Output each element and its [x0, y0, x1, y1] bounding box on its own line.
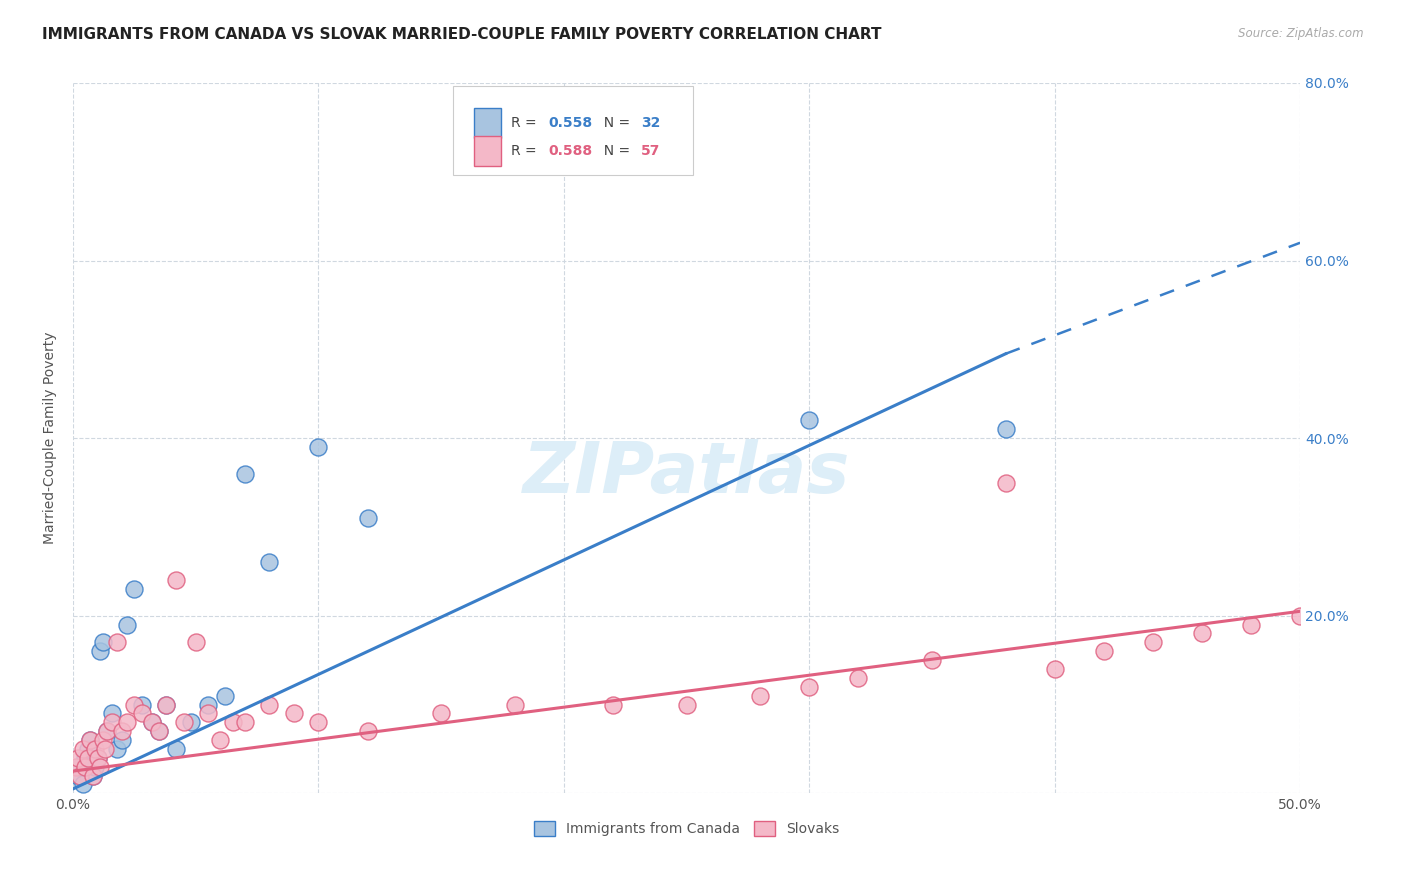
Point: [66, 751, 89, 765]
Point: [76, 742, 98, 756]
Point: [105, 742, 128, 756]
Point: [214, 689, 236, 703]
Point: [131, 698, 153, 712]
Point: [101, 715, 124, 730]
Text: 0.588: 0.588: [548, 145, 592, 158]
Point: [848, 671, 870, 685]
Point: [76, 751, 98, 765]
Text: R =: R =: [512, 145, 541, 158]
Point: [356, 724, 378, 739]
Point: [79, 733, 101, 747]
Point: [82, 768, 104, 782]
Point: [221, 715, 243, 730]
Point: [259, 698, 281, 712]
Point: [430, 706, 453, 721]
Point: [197, 706, 219, 721]
Point: [86, 751, 108, 765]
Point: [994, 422, 1017, 436]
Point: [233, 715, 256, 730]
Point: [921, 653, 943, 667]
Point: [308, 440, 330, 454]
Bar: [474, 108, 502, 137]
Point: [148, 724, 170, 739]
Point: [1043, 662, 1066, 676]
Point: [165, 573, 187, 587]
Point: [89, 760, 111, 774]
Point: [72, 777, 94, 791]
Point: [1142, 635, 1164, 649]
FancyBboxPatch shape: [454, 87, 693, 176]
Point: [69, 760, 91, 774]
Point: [233, 467, 256, 481]
Point: [91, 635, 114, 649]
Point: [799, 413, 821, 427]
Text: ZIPatlas: ZIPatlas: [523, 439, 851, 508]
Point: [65, 760, 87, 774]
Point: [602, 698, 624, 712]
Point: [91, 733, 114, 747]
Point: [82, 768, 104, 782]
Point: [124, 698, 146, 712]
Point: [209, 733, 232, 747]
Point: [141, 715, 163, 730]
Text: Source: ZipAtlas.com: Source: ZipAtlas.com: [1239, 27, 1364, 40]
Point: [69, 768, 91, 782]
Point: [115, 617, 138, 632]
Y-axis label: Married-Couple Family Poverty: Married-Couple Family Poverty: [44, 332, 58, 544]
Point: [165, 742, 187, 756]
Point: [308, 715, 330, 730]
Text: R =: R =: [512, 116, 541, 129]
Text: IMMIGRANTS FROM CANADA VS SLOVAK MARRIED-COUPLE FAMILY POVERTY CORRELATION CHART: IMMIGRANTS FROM CANADA VS SLOVAK MARRIED…: [42, 27, 882, 42]
Point: [1240, 617, 1263, 632]
Point: [72, 742, 94, 756]
Point: [994, 475, 1017, 490]
Text: 57: 57: [641, 145, 661, 158]
Point: [155, 698, 177, 712]
Point: [124, 582, 146, 596]
Point: [356, 511, 378, 525]
Point: [180, 715, 202, 730]
Point: [86, 751, 108, 765]
Point: [84, 760, 107, 774]
Point: [184, 635, 207, 649]
Text: N =: N =: [595, 145, 634, 158]
Text: 32: 32: [641, 116, 661, 129]
Point: [96, 724, 118, 739]
Text: N =: N =: [595, 116, 634, 129]
Point: [1191, 626, 1213, 640]
Point: [111, 724, 134, 739]
Point: [799, 680, 821, 694]
Point: [1092, 644, 1115, 658]
Point: [155, 698, 177, 712]
Point: [749, 689, 772, 703]
Point: [111, 733, 134, 747]
Point: [75, 760, 97, 774]
Point: [675, 698, 697, 712]
Point: [105, 635, 128, 649]
Point: [1289, 608, 1312, 623]
Legend: Immigrants from Canada, Slovaks: Immigrants from Canada, Slovaks: [527, 814, 846, 843]
Point: [529, 147, 551, 161]
Point: [141, 715, 163, 730]
Point: [101, 706, 124, 721]
Point: [84, 742, 107, 756]
Point: [79, 733, 101, 747]
Point: [89, 644, 111, 658]
Text: 0.558: 0.558: [548, 116, 592, 129]
Point: [173, 715, 195, 730]
Point: [115, 715, 138, 730]
Point: [283, 706, 305, 721]
Point: [148, 724, 170, 739]
Point: [503, 698, 526, 712]
Point: [259, 556, 281, 570]
Point: [96, 724, 118, 739]
Bar: [474, 136, 502, 166]
Point: [66, 768, 89, 782]
Point: [94, 742, 117, 756]
Point: [197, 698, 219, 712]
Point: [131, 706, 153, 721]
Point: [75, 751, 97, 765]
